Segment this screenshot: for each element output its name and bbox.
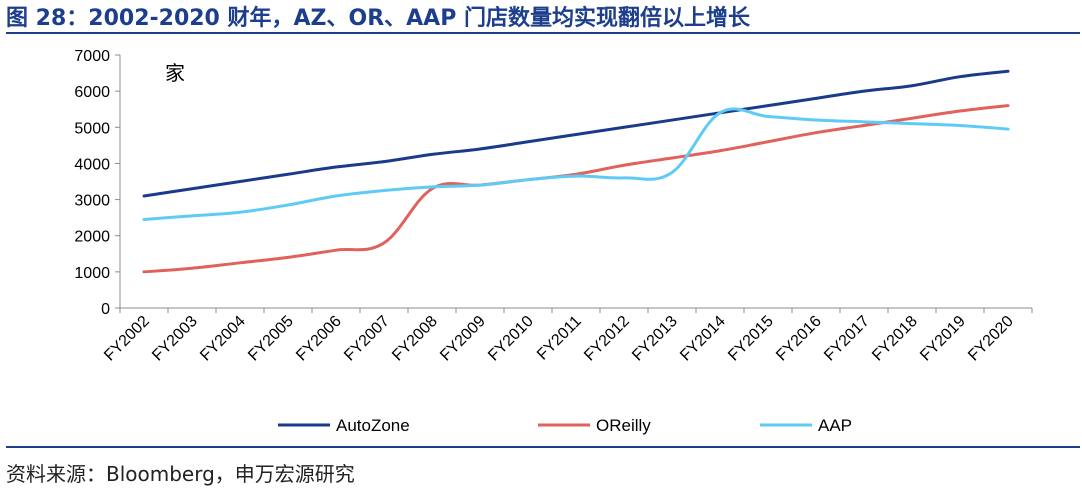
footer-divider <box>6 446 1080 448</box>
x-tick-label: FY2008 <box>389 313 441 365</box>
figure-title: 图 28：2002-2020 财年，AZ、OR、AAP 门店数量均实现翻倍以上增… <box>6 6 750 31</box>
legend-label-aap: AAP <box>818 416 852 435</box>
x-tick-label: FY2009 <box>437 313 489 365</box>
x-tick-label: FY2015 <box>725 313 777 365</box>
x-tick-label: FY2019 <box>917 313 969 365</box>
chart-axes: 01000200030004000500060007000FY2002FY200… <box>74 48 1033 365</box>
x-tick-label: FY2017 <box>821 313 873 365</box>
y-tick-label: 4000 <box>74 156 110 173</box>
y-tick-label: 2000 <box>74 229 110 246</box>
series-line-autozone <box>142 69 1010 198</box>
x-tick-label: FY2013 <box>629 313 681 365</box>
y-tick-label: 6000 <box>74 84 110 101</box>
chart-series <box>142 69 1010 274</box>
x-tick-label: FY2016 <box>773 313 825 365</box>
x-tick-label: FY2005 <box>245 313 297 365</box>
x-tick-label: FY2007 <box>341 313 393 365</box>
x-tick-label: FY2011 <box>534 313 585 364</box>
x-tick-label: FY2010 <box>485 313 537 365</box>
unit-label: 家 <box>165 61 185 85</box>
x-tick-label: FY2003 <box>149 313 201 365</box>
y-tick-label: 3000 <box>74 193 110 210</box>
y-tick-label: 7000 <box>74 48 110 65</box>
x-tick-label: FY2004 <box>197 313 249 365</box>
x-tick-label: FY2018 <box>869 313 921 365</box>
x-tick-label: FY2006 <box>293 313 345 365</box>
y-tick-label: 5000 <box>74 120 110 137</box>
y-tick-label: 0 <box>101 301 110 318</box>
x-tick-label: FY2020 <box>965 313 1017 365</box>
series-line-aap <box>142 107 1010 221</box>
series-line-oreilly <box>142 104 1010 274</box>
title-divider <box>6 32 1080 34</box>
legend-label-autozone: AutoZone <box>336 416 410 435</box>
source-note: 资料来源：Bloomberg，申万宏源研究 <box>6 462 355 486</box>
legend-label-oreilly: OReilly <box>596 416 651 435</box>
chart-legend: AutoZone OReilly AAP <box>278 416 852 435</box>
x-tick-label: FY2012 <box>581 313 633 365</box>
x-tick-label: FY2014 <box>677 313 729 365</box>
x-tick-label: FY2002 <box>101 313 153 365</box>
y-tick-label: 1000 <box>74 265 110 282</box>
